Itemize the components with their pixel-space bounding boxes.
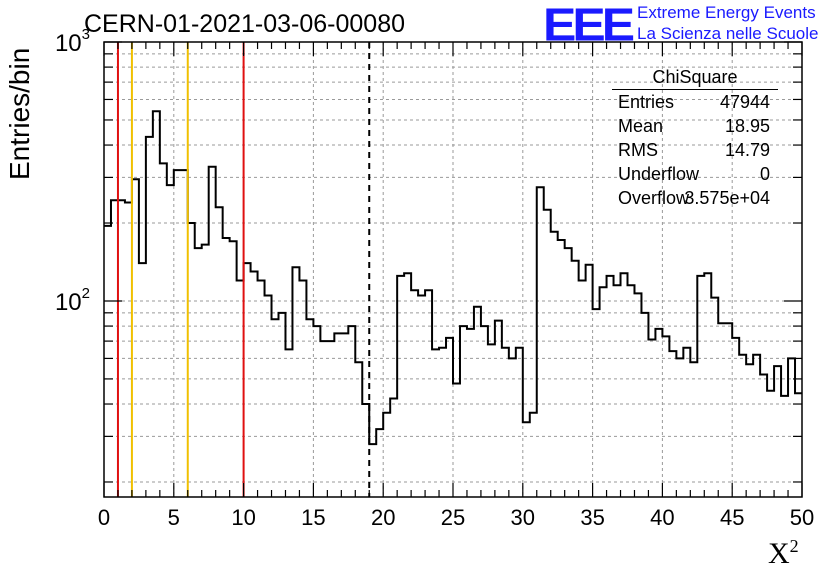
stats-row-entries: Entries 47944	[612, 90, 778, 114]
x-axis-label-base: X	[768, 537, 790, 570]
y-axis-label: Entries/bin	[4, 47, 35, 180]
stats-value: 3.575e+04	[684, 188, 770, 208]
axes-layer	[103, 41, 803, 498]
stats-key: Underflow	[618, 164, 700, 184]
x-tick-label: 45	[720, 505, 744, 530]
tick-labels-layer: 0 5 10 15 20 25 30 35 40 45 50 102 103	[55, 26, 814, 530]
stats-value: 0	[759, 164, 770, 184]
stats-row-rms: RMS 14.79	[612, 138, 778, 162]
y-tick-label: 102	[55, 285, 90, 316]
x-tick-label: 50	[790, 505, 814, 530]
x-tick-label: 25	[441, 505, 465, 530]
stats-row-overflow: Overflow 3.575e+04	[612, 186, 778, 210]
stats-box: ChiSquare Entries 47944 Mean 18.95 RMS 1…	[612, 66, 778, 210]
stats-value: 18.95	[724, 116, 770, 136]
eee-logo: EEE	[543, 0, 635, 51]
stats-key: RMS	[618, 140, 658, 160]
x-tick-label: 10	[231, 505, 255, 530]
x-tick-label: 40	[650, 505, 674, 530]
stats-row-underflow: Underflow 0	[612, 162, 778, 186]
stats-value: 47944	[719, 92, 770, 112]
stats-key: Mean	[618, 116, 664, 136]
x-tick-label: 20	[371, 505, 395, 530]
stats-key: Overflow	[618, 188, 690, 208]
x-tick-label: 0	[98, 505, 110, 530]
reference-lines-layer	[116, 42, 371, 497]
stats-key: Entries	[618, 92, 675, 112]
y-tick-label: 103	[55, 26, 90, 57]
stats-title: ChiSquare	[612, 66, 778, 90]
histogram-series	[104, 110, 802, 446]
logo-caption-line1: Extreme Energy Events	[637, 3, 816, 22]
plot-title: CERN-01-2021-03-06-00080	[84, 10, 406, 38]
logo-caption-line2: La Scienza nelle Scuole	[637, 24, 819, 43]
x-tick-label: 30	[511, 505, 535, 530]
stats-row-mean: Mean 18.95	[612, 114, 778, 138]
x-tick-label: 15	[301, 505, 325, 530]
stats-value: 14.79	[724, 140, 770, 160]
x-tick-label: 5	[168, 505, 180, 530]
x-axis-label: X2	[768, 536, 799, 571]
histogram-layer	[104, 110, 802, 446]
x-tick-label: 35	[580, 505, 604, 530]
x-axis-label-exponent: 2	[789, 536, 799, 556]
